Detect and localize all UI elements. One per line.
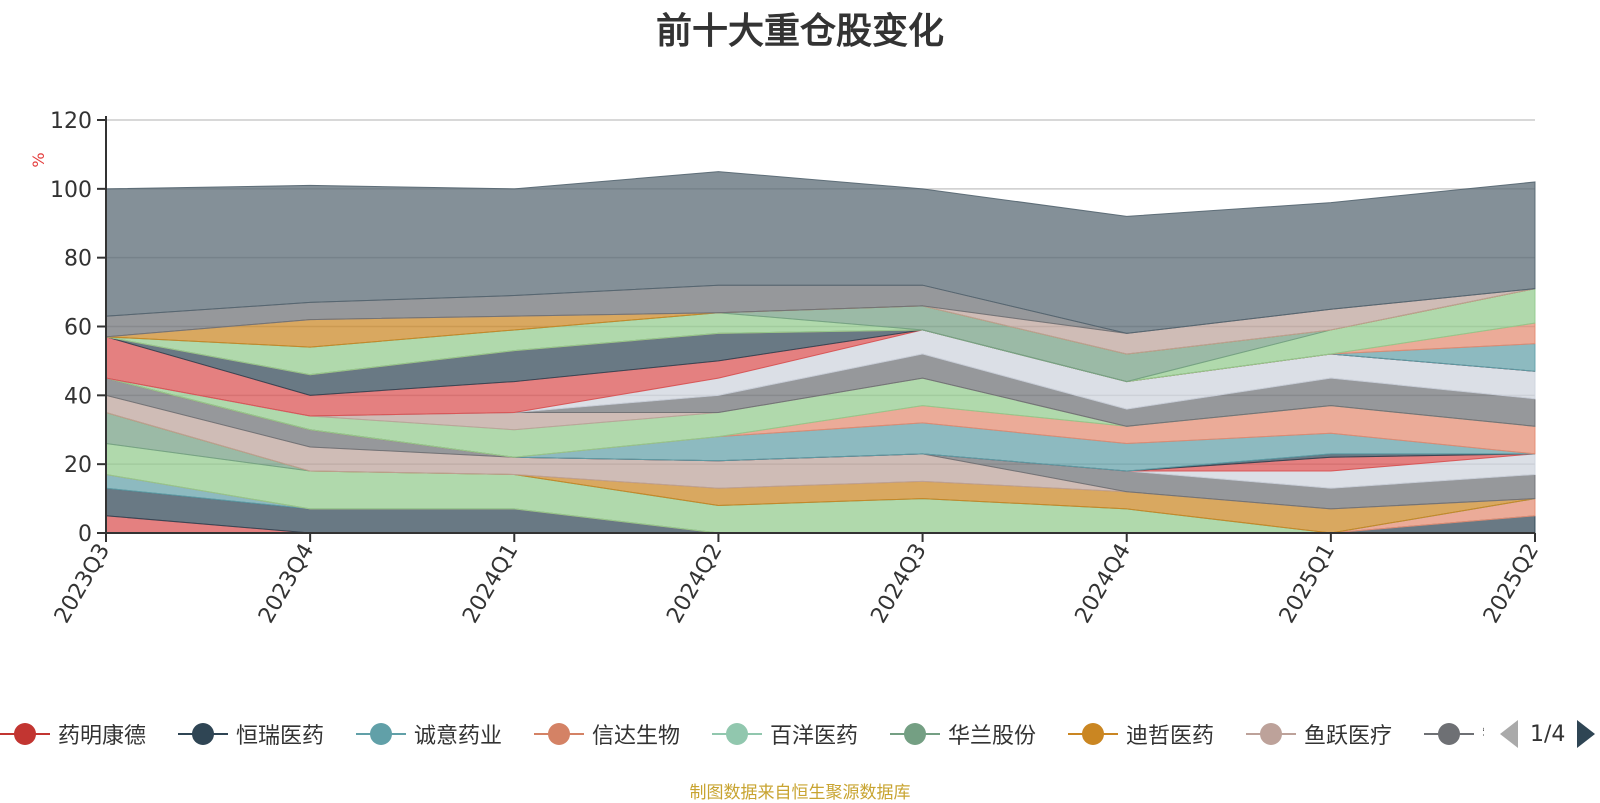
legend-item[interactable]: 诚意药业	[356, 712, 502, 756]
y-tick-label: 60	[64, 316, 92, 341]
chart-title: 前十大重仓股变化	[655, 11, 944, 52]
legend: 药明康德 恒瑞医药 诚意药业 信达生物 百洋医药 华兰股份 迪哲医药 鱼跃医疗 智飞生物	[0, 712, 1484, 756]
y-tick-label: 20	[64, 453, 92, 478]
stacked-area-chart: 0 20 40 60 80 100 120 2023Q3 2023Q4 2024Q1 2024Q2 2…	[29, 109, 1544, 628]
legend-label: 恒瑞医药	[236, 724, 325, 749]
series-area	[105, 171, 1536, 334]
y-tick-label: 80	[64, 247, 92, 272]
legend-item[interactable]: 恒瑞医药	[178, 712, 324, 756]
legend-label: 信达生物	[592, 724, 681, 749]
legend-item[interactable]: 鱼跃医疗	[1246, 712, 1392, 756]
legend-marker-icon	[1246, 712, 1296, 756]
legend-item[interactable]: 智飞生物	[1424, 712, 1484, 756]
legend-page-indicator: 1/4	[1530, 721, 1566, 747]
x-tick-label: 2024Q4	[1071, 540, 1136, 628]
legend-marker-icon	[1424, 712, 1474, 756]
legend-marker-icon	[890, 712, 940, 756]
legend-label: 百洋医药	[770, 724, 859, 749]
legend-pager: 1/4	[1500, 712, 1596, 756]
legend-marker-icon	[712, 712, 762, 756]
y-axis-unit-label: %	[29, 152, 48, 167]
x-tick-label: 2025Q1	[1275, 540, 1340, 628]
legend-marker-icon	[0, 712, 50, 756]
x-tick-label: 2024Q1	[458, 540, 523, 628]
legend-item[interactable]: 信达生物	[534, 712, 680, 756]
legend-marker-icon	[178, 712, 228, 756]
legend-item[interactable]: 百洋医药	[712, 712, 858, 756]
legend-label: 华兰股份	[948, 724, 1037, 749]
x-tick-label: 2023Q4	[254, 540, 319, 628]
legend-label: 智飞生物	[1482, 718, 1484, 750]
legend-label: 诚意药业	[414, 724, 503, 749]
x-tick-label: 2024Q3	[866, 540, 931, 628]
legend-item[interactable]: 药明康德	[0, 712, 146, 756]
legend-label: 药明康德	[58, 724, 147, 749]
y-tick-label: 100	[50, 178, 92, 203]
legend-item[interactable]: 华兰股份	[890, 712, 1036, 756]
legend-label: 鱼跃医疗	[1304, 724, 1393, 749]
legend-label: 迪哲医药	[1126, 724, 1215, 749]
y-tick-label: 40	[64, 384, 92, 409]
source-note: 制图数据来自恒生聚源数据库	[689, 783, 911, 803]
legend-item[interactable]: 迪哲医药	[1068, 712, 1214, 756]
x-tick-label: 2024Q2	[662, 540, 727, 628]
legend-prev-page-icon[interactable]	[1500, 720, 1518, 748]
x-tick-label: 2025Q2	[1479, 540, 1544, 628]
x-tick-label: 2023Q3	[50, 540, 115, 628]
legend-marker-icon	[1068, 712, 1118, 756]
y-tick-label: 0	[78, 522, 92, 547]
area-series-group	[105, 171, 1536, 534]
y-tick-label: 120	[50, 109, 92, 134]
legend-marker-icon	[356, 712, 406, 756]
legend-marker-icon	[534, 712, 584, 756]
legend-next-page-icon[interactable]	[1577, 720, 1596, 748]
